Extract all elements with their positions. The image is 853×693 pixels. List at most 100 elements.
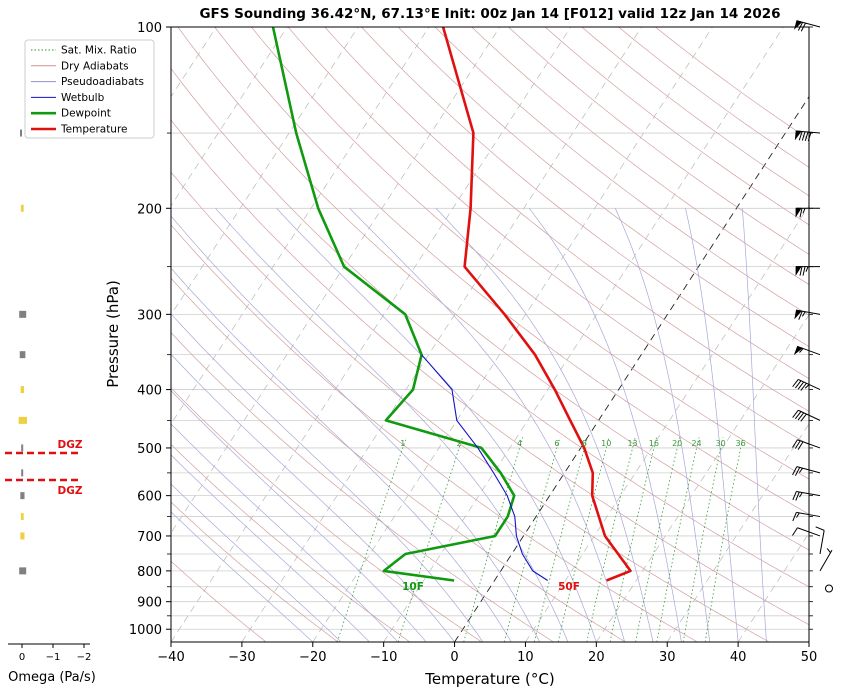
wind-barb xyxy=(792,409,821,422)
y-tick-label: 900 xyxy=(137,596,162,611)
surface-dewpoint-label: 10F xyxy=(402,581,424,593)
wind-barb xyxy=(792,527,821,537)
x-tick-label: −10 xyxy=(370,650,397,665)
barb-feather xyxy=(798,131,803,141)
barb-feather xyxy=(792,439,798,448)
series-temperature xyxy=(441,27,632,582)
barb-feather xyxy=(794,380,802,389)
chart-title: GFS Sounding 36.42°N, 67.13°E Init: 00z … xyxy=(199,6,780,22)
dry-adiabat xyxy=(177,27,809,551)
barb-feather xyxy=(799,208,803,218)
mixing-ratio-line xyxy=(557,437,610,642)
legend-label: Sat. Mix. Ratio xyxy=(61,45,137,57)
pseudoadiabat xyxy=(529,208,682,642)
dry-adiabat xyxy=(581,27,809,197)
y-tick-label: 1000 xyxy=(129,623,162,638)
mixing-ratio-label: 16 xyxy=(649,439,659,448)
barb-feather xyxy=(797,381,805,390)
mixing-ratio-line xyxy=(656,437,700,642)
legend-label: Temperature xyxy=(60,124,128,136)
barb-flag xyxy=(795,207,802,218)
barb-feather xyxy=(826,548,831,553)
background-lines xyxy=(0,27,809,642)
mixing-ratio-line xyxy=(609,437,657,642)
dry-adiabat xyxy=(171,171,770,642)
barb-feather xyxy=(795,491,800,501)
barb-feather xyxy=(800,413,807,422)
dry-adiabat xyxy=(655,27,809,140)
x-tick-label: −40 xyxy=(157,650,184,665)
x-tick-label: 0 xyxy=(450,650,458,665)
dgz-label-top: DGZ xyxy=(58,439,83,451)
pseudoadiabat xyxy=(171,454,370,642)
pseudoadiabat xyxy=(171,423,399,642)
barb-staff xyxy=(797,527,821,537)
dry-adiabat xyxy=(214,27,809,515)
dgz-label-bottom: DGZ xyxy=(58,485,83,497)
omega-bar xyxy=(20,532,25,540)
x-tick-label: 30 xyxy=(659,650,676,665)
wind-barb xyxy=(819,548,833,572)
barb-feather xyxy=(807,132,812,142)
omega-bars xyxy=(18,129,28,575)
barb-feather xyxy=(794,440,801,449)
isotherm-line xyxy=(596,314,809,642)
omega-bar xyxy=(20,492,25,500)
pseudoadiabat xyxy=(685,208,739,642)
barb-flag xyxy=(794,130,802,141)
wind-barb xyxy=(793,345,821,356)
legend-box xyxy=(24,39,155,139)
dry-adiabat xyxy=(397,27,809,348)
dry-adiabat xyxy=(324,27,809,412)
pseudoadiabat xyxy=(171,267,512,642)
mixing-ratio-label: 30 xyxy=(716,439,726,448)
mixing-ratio-labels: 1 2 4 6 8 10 13 16 20 24 30 36 xyxy=(400,439,745,448)
isotherm-line xyxy=(0,27,4,642)
legend-label: Pseudoadiabats xyxy=(61,76,144,88)
mixing-ratio-label: 4 xyxy=(517,439,522,448)
isotherm-line xyxy=(171,27,572,642)
omega-bar xyxy=(20,204,24,212)
omega-tick-label: 0 xyxy=(19,652,25,663)
barb-feather xyxy=(815,526,825,531)
barb-feather xyxy=(801,311,806,317)
barb-feather xyxy=(800,22,806,32)
dry-adiabat xyxy=(171,332,554,642)
x-tick-label: −20 xyxy=(299,650,326,665)
barb-staff xyxy=(796,511,821,518)
axes: −40 −30 −20 −10 0 10 20 30 40 50 100 200 300 400 500 60… xyxy=(129,21,817,665)
wind-barb xyxy=(795,207,820,218)
legend-label: Dewpoint xyxy=(61,108,111,120)
dry-adiabat xyxy=(171,501,339,642)
dry-adiabat xyxy=(287,27,809,446)
dry-adiabat xyxy=(251,27,809,480)
barb-feather xyxy=(802,208,806,214)
mixing-ratio-label: 13 xyxy=(627,439,637,448)
pseudoadiabat xyxy=(435,208,654,642)
x-tick-label: 50 xyxy=(801,650,818,665)
barb-feather xyxy=(797,441,804,450)
dry-adiabat xyxy=(508,27,809,255)
x-tick-label: 10 xyxy=(517,650,534,665)
omega-axis-label: Omega (Pa/s) xyxy=(8,670,96,685)
barb-feather xyxy=(797,412,805,421)
wind-barb xyxy=(815,526,825,555)
barb-feather xyxy=(798,467,804,473)
barb-flag xyxy=(793,345,803,356)
barb-flag xyxy=(794,309,803,320)
barb-staff xyxy=(798,409,821,421)
x-axis-label: Temperature (°C) xyxy=(424,670,554,688)
mixing-ratio-line xyxy=(682,437,724,642)
wind-barb xyxy=(793,20,821,32)
pseudoadiabat xyxy=(171,511,314,642)
mixing-ratio-label: 2 xyxy=(457,439,462,448)
omega-bar xyxy=(20,129,22,137)
isotherm-line xyxy=(312,27,713,642)
mixing-ratio-label: 8 xyxy=(582,439,587,448)
omega-bar xyxy=(19,310,27,318)
isotherm-line xyxy=(737,532,809,642)
y-tick-label: 100 xyxy=(137,21,162,36)
dry-adiabat xyxy=(434,27,809,316)
barb-feather xyxy=(804,384,810,389)
y-tick-label: 600 xyxy=(137,490,162,505)
